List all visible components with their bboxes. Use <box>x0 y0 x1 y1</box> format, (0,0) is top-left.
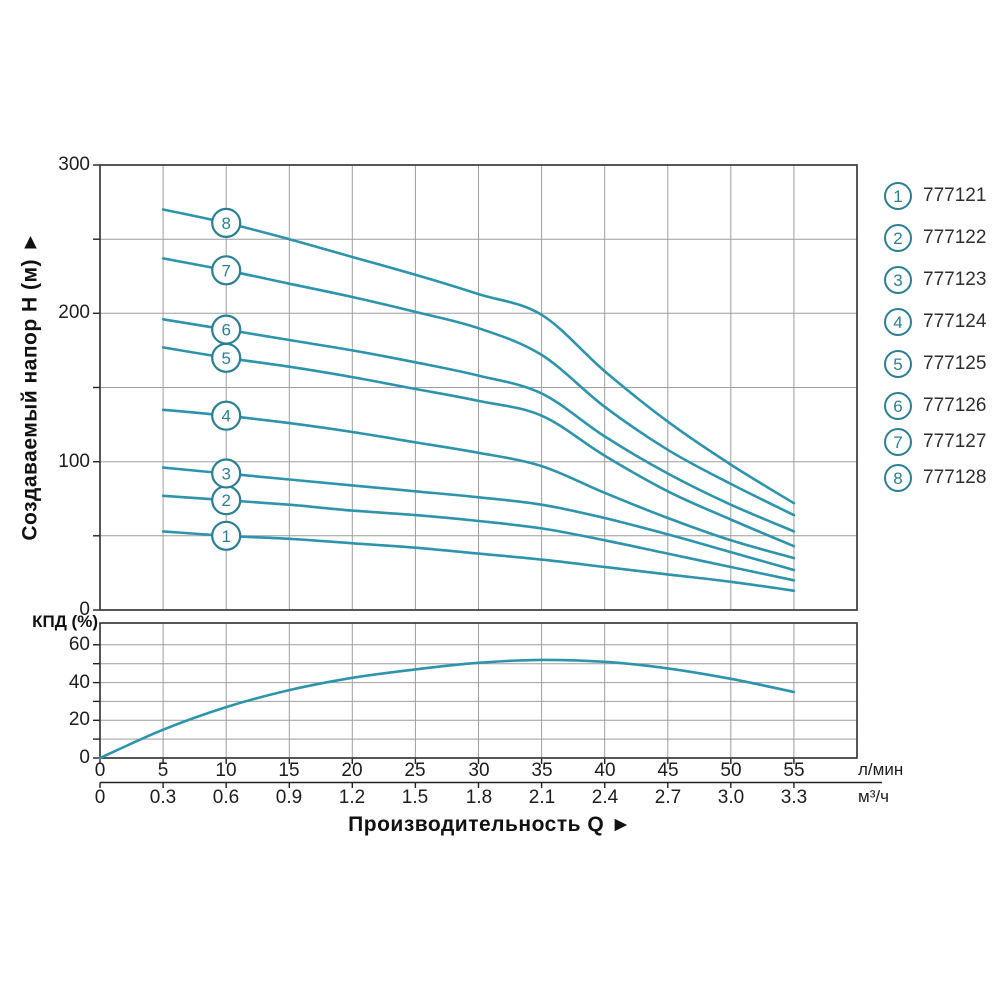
main-y-tick-label: 300 <box>58 154 90 175</box>
x-tick-label-lmin: 40 <box>594 760 616 781</box>
curve-4 <box>161 408 796 560</box>
curve-7 <box>161 257 796 517</box>
x-tick-label-m3h: 0.6 <box>212 787 240 808</box>
legend-circle-4: 4 <box>884 308 912 336</box>
legend-item-4: 4 777124 <box>884 308 986 336</box>
legend-model-2: 777122 <box>923 227 987 248</box>
main-y-tick-label: 0 <box>79 599 90 620</box>
efficiency-chart-frame <box>99 622 858 759</box>
curve-badge-circle-8 <box>211 207 242 238</box>
legend-model-7: 777127 <box>923 431 987 452</box>
curve-badge-number-5: 5 <box>221 349 230 368</box>
legend-circle-8: 8 <box>884 464 912 492</box>
legend-item-8: 8 777128 <box>884 464 986 492</box>
head-curves <box>161 208 796 592</box>
x-tick-label-m3h: 2.4 <box>591 787 619 808</box>
main-chart-frame <box>99 164 858 611</box>
legend-circle-1: 1 <box>884 182 912 210</box>
legend-model-1: 777121 <box>923 185 987 206</box>
efficiency-curve <box>98 658 796 760</box>
curve-2 <box>161 494 796 582</box>
x-tick-label-lmin: 45 <box>657 760 679 781</box>
x-tick-label-m3h: 1.8 <box>465 787 493 808</box>
x-tick-label-m3h: 2.1 <box>528 787 556 808</box>
x-tick-label-m3h: 0 <box>94 787 106 808</box>
x-tick-label-m3h: 0.9 <box>275 787 303 808</box>
legend-item-3: 3 777123 <box>884 266 986 294</box>
curve-number-badges: 1 2 3 4 5 6 7 8 <box>211 207 242 551</box>
x-tick-label-lmin: 50 <box>720 760 742 781</box>
x-tick-label-m3h: 0.3 <box>149 787 177 808</box>
x-tick-label-lmin: 5 <box>157 760 169 781</box>
x-tick-label-lmin: 35 <box>531 760 553 781</box>
curve-badge-number-6: 6 <box>221 321 230 340</box>
x-tick-label-lmin: 30 <box>468 760 490 781</box>
legend-model-3: 777123 <box>923 269 987 290</box>
x-tick-label-lmin: 55 <box>783 760 805 781</box>
x-tick-label-lmin: 25 <box>404 760 426 781</box>
curve-badge-number-1: 1 <box>221 527 230 546</box>
eff-y-tick-label: 40 <box>68 672 90 693</box>
efficiency-axis-label: КПД (%) <box>32 612 98 631</box>
legend-model-5: 777125 <box>923 353 987 374</box>
legend-item-6: 6 777126 <box>884 392 986 420</box>
curve-5 <box>161 346 796 548</box>
legend-model-8: 777128 <box>923 467 987 488</box>
curve-badge-circle-7 <box>211 255 242 286</box>
x-tick-label-lmin: 20 <box>341 760 363 781</box>
legend-item-7: 7 777127 <box>884 428 986 456</box>
x-axis-title: Производительность Q ► <box>348 813 632 836</box>
curve-badge-number-3: 3 <box>221 465 230 484</box>
y-axis-title: Создаваемый напор H (м) ► <box>8 160 54 612</box>
legend-item-5: 5 777125 <box>884 350 986 378</box>
x-tick-label-lmin: 15 <box>278 760 300 781</box>
x-tick-label-m3h: 3.3 <box>780 787 808 808</box>
curve-badge-number-7: 7 <box>221 261 230 280</box>
curve-3 <box>161 466 796 572</box>
x-tick-label-m3h: 2.7 <box>654 787 682 808</box>
curve-1 <box>161 530 796 592</box>
y-axis-title-text: Создаваемый напор H (м) ► <box>19 231 42 541</box>
x-unit-m3h: м³/ч <box>858 787 889 806</box>
eff-y-tick-label: 0 <box>79 747 90 768</box>
main-y-tick-label: 100 <box>58 451 90 472</box>
x-tick-label-m3h: 1.5 <box>401 787 429 808</box>
legend-model-6: 777126 <box>923 395 987 416</box>
x-tick-label-m3h: 3.0 <box>717 787 745 808</box>
legend-item-1: 1 777121 <box>884 182 986 210</box>
curve-badge-circle-1 <box>211 520 242 551</box>
curve-badge-number-4: 4 <box>221 407 230 426</box>
x-unit-lmin: л/мин <box>858 760 904 779</box>
x-tick-label-m3h: 1.2 <box>338 787 366 808</box>
main-y-tick-label: 200 <box>58 302 90 323</box>
curve-badge-circle-4 <box>211 400 242 431</box>
legend-circle-3: 3 <box>884 266 912 294</box>
curve-badge-circle-3 <box>211 458 242 489</box>
x-tick-label-lmin: 10 <box>215 760 237 781</box>
x-tick-label-lmin: 0 <box>94 760 106 781</box>
eff-y-tick-label: 60 <box>68 634 90 655</box>
legend-circle-6: 6 <box>884 392 912 420</box>
axis-ticks <box>93 164 795 788</box>
legend-circle-2: 2 <box>884 224 912 252</box>
legend-circle-7: 7 <box>884 428 912 456</box>
curve-8 <box>161 208 796 505</box>
legend-model-4: 777124 <box>923 311 987 332</box>
gridlines <box>100 165 857 758</box>
curve-badge-number-8: 8 <box>221 214 230 233</box>
curve-6 <box>161 318 796 533</box>
legend-circle-5: 5 <box>884 350 912 378</box>
eff-y-tick-label: 20 <box>68 709 90 730</box>
legend-item-2: 2 777122 <box>884 224 986 252</box>
curve-badge-number-2: 2 <box>221 491 230 510</box>
curve-badge-circle-6 <box>211 314 242 345</box>
